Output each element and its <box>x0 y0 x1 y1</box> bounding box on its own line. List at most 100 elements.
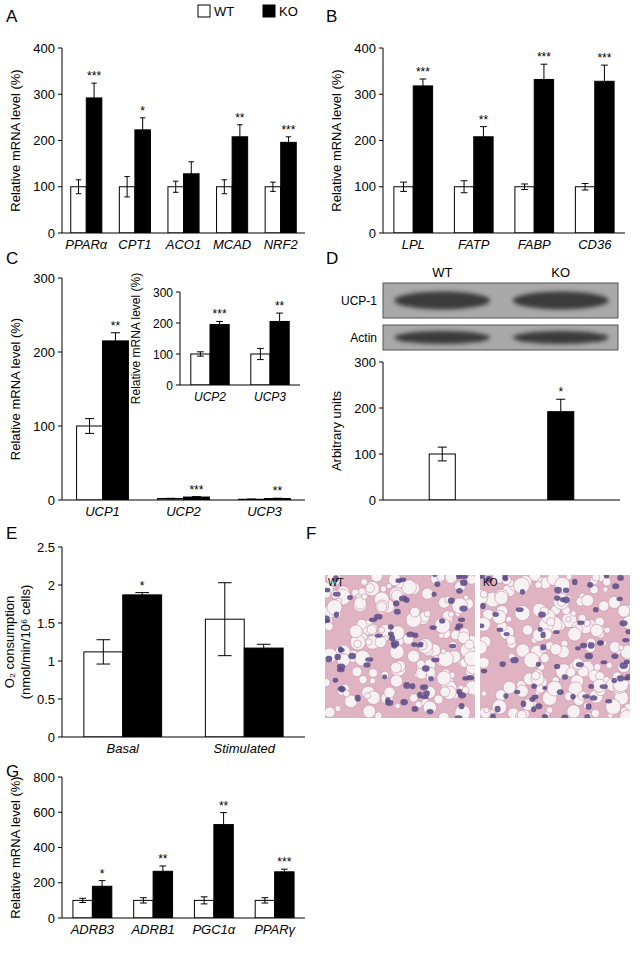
category-label: UCP2 <box>194 390 226 404</box>
tick-mark <box>379 454 383 455</box>
bar <box>548 412 574 500</box>
droplet <box>424 611 430 617</box>
y-axis <box>180 292 181 385</box>
error-cap <box>257 348 264 349</box>
droplet <box>465 640 474 649</box>
tick-label: 100 <box>354 179 376 194</box>
droplet <box>619 710 630 718</box>
nucleus <box>557 689 564 695</box>
tick-mark <box>379 48 383 49</box>
nucleus <box>337 663 345 669</box>
tissue <box>325 575 475 718</box>
droplet <box>449 641 458 650</box>
labels: ******** <box>100 799 292 881</box>
nucleus <box>459 703 465 709</box>
tick-label: 200 <box>33 875 55 890</box>
nucleus <box>403 682 410 689</box>
axis-title: Relative mRNA level (%) <box>8 69 23 211</box>
nucleus <box>374 614 382 620</box>
error-cap <box>438 460 447 461</box>
error-bar <box>257 348 264 359</box>
error-stem <box>89 419 90 434</box>
nucleus <box>514 690 520 695</box>
bar <box>270 321 289 385</box>
error-bar <box>420 79 427 93</box>
droplet <box>464 651 475 666</box>
error-cap <box>257 651 271 652</box>
nucleus <box>460 580 467 587</box>
error-cap <box>218 655 232 656</box>
tick-label: 0.5 <box>37 692 55 707</box>
error-stem <box>239 125 240 149</box>
droplet <box>376 600 389 613</box>
nucleus <box>325 656 332 663</box>
bar <box>84 652 123 737</box>
tick-mark <box>379 233 383 234</box>
droplet <box>480 617 491 631</box>
droplet <box>550 644 561 655</box>
error-bar <box>237 125 242 149</box>
tick-label: 0 <box>48 226 55 241</box>
nucleus <box>617 675 624 681</box>
bar <box>168 187 184 233</box>
nucleus <box>563 588 569 593</box>
bar <box>534 79 553 233</box>
category-label: UCP1 <box>85 504 120 519</box>
error-stem <box>585 184 586 190</box>
droplet <box>390 675 402 687</box>
error-bar <box>281 869 288 874</box>
droplet <box>594 664 601 671</box>
nucleus <box>623 677 629 681</box>
droplet <box>603 578 611 586</box>
nucleus <box>561 715 568 718</box>
nucleus <box>334 654 341 660</box>
tick-label: 300 <box>153 286 173 300</box>
error-bar <box>189 162 194 186</box>
nucleus <box>531 706 536 712</box>
droplet <box>391 662 402 673</box>
error-stem <box>200 352 201 356</box>
labels: * <box>140 579 145 593</box>
error-cap <box>173 181 178 182</box>
droplet <box>619 645 624 650</box>
category-label: FATP <box>458 237 490 252</box>
error-cap <box>556 424 565 425</box>
droplet <box>535 581 542 588</box>
significance-label: ** <box>479 113 489 127</box>
x-axis <box>62 737 305 738</box>
nucleus <box>432 592 437 597</box>
nucleus <box>612 583 619 589</box>
error-bar <box>541 64 548 95</box>
panel-label: D <box>326 249 338 268</box>
blot-band <box>513 331 609 344</box>
tick-mark <box>58 186 62 187</box>
significance-label: *** <box>189 483 203 497</box>
error-bar <box>111 333 120 349</box>
error-cap <box>601 97 608 98</box>
nucleus <box>400 699 407 705</box>
error-bar <box>222 180 227 194</box>
error-bar <box>216 321 223 327</box>
category-label: PGC1α <box>192 922 235 937</box>
significance-label: *** <box>87 69 101 83</box>
error-cap <box>189 161 194 162</box>
droplet <box>407 650 419 662</box>
category-label: ACO1 <box>165 237 201 252</box>
nucleus <box>531 683 536 689</box>
tick-label: 100 <box>33 179 55 194</box>
droplet <box>480 590 487 597</box>
nucleus <box>388 632 394 637</box>
tick-mark <box>58 426 62 427</box>
droplet <box>366 584 375 593</box>
droplet <box>484 707 489 712</box>
nucleus <box>540 644 546 650</box>
nucleus <box>554 664 560 669</box>
droplet <box>391 661 406 676</box>
tick-label: 400 <box>354 41 376 56</box>
bar <box>275 872 294 918</box>
error-cap <box>222 193 227 194</box>
error-stem <box>223 813 224 837</box>
tick-mark <box>58 352 62 353</box>
category-label: ADRB1 <box>130 922 174 937</box>
nucleus <box>538 627 543 632</box>
